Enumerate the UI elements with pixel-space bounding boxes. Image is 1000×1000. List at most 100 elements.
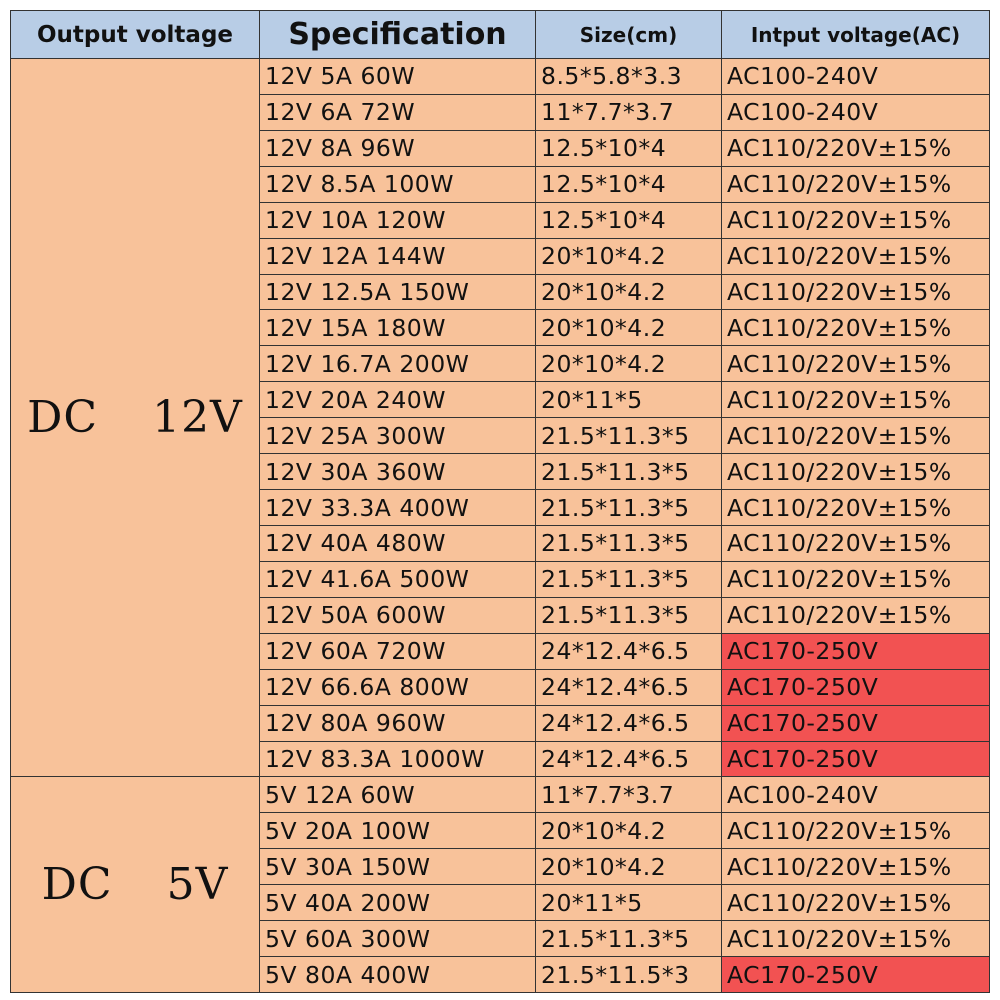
header-row: Output voltage Specification Size(cm) In… (10, 10, 990, 59)
table-row: 12V 15A 180W 20*10*4.2 AC110/220V±15% (11, 309, 990, 347)
spec-cell: 12V 66.6A 800W (259, 668, 536, 706)
spec-cell: 12V 80A 960W (259, 704, 536, 742)
input-cell: AC100-240V (721, 776, 990, 814)
table-row: 12V 20A 240W 20*11*5 AC110/220V±15% (11, 381, 990, 419)
table-row: 5V 40A 200W 20*11*5 AC110/220V±15% (11, 884, 990, 922)
table-row: 12V 16.7A 200W 20*10*4.2 AC110/220V±15% (11, 345, 990, 383)
output-voltage-group-0: DC 12V (10, 57, 260, 778)
size-cell: 20*10*4.2 (535, 812, 722, 850)
spec-cell: 12V 40A 480W (259, 524, 536, 562)
input-cell: AC110/220V±15% (721, 453, 990, 491)
size-cell: 20*10*4.2 (535, 237, 722, 275)
spec-cell: 12V 60A 720W (259, 632, 536, 670)
size-cell: 24*12.4*6.5 (535, 668, 722, 706)
size-cell: 8.5*5.8*3.3 (535, 58, 722, 95)
input-cell: AC110/220V±15% (721, 848, 990, 886)
output-voltage-group-1: DC 5V (10, 776, 260, 993)
input-cell: AC110/220V±15% (721, 489, 990, 526)
input-cell: AC170-250V (721, 704, 990, 742)
header-size: Size(cm) (535, 10, 722, 59)
table-row: 12V 25A 300W 21.5*11.3*5 AC110/220V±15% (11, 417, 990, 455)
input-cell: AC110/220V±15% (721, 165, 990, 203)
spec-cell: 12V 50A 600W (259, 596, 536, 634)
size-cell: 21.5*11.3*5 (535, 453, 722, 491)
spec-cell: 12V 25A 300W (259, 417, 536, 455)
spec-cell: 12V 6A 72W (259, 93, 536, 131)
input-cell: AC110/220V±15% (721, 524, 990, 562)
table-row: 5V 30A 150W 20*10*4.2 AC110/220V±15% (11, 848, 990, 886)
table-row: 12V 60A 720W 24*12.4*6.5 AC170-250V (11, 632, 990, 670)
table-row: DC 12V 12V 5A 60W 8.5*5.8*3.3 AC100-240V (10, 57, 990, 778)
size-cell: 24*12.4*6.5 (535, 632, 722, 670)
input-cell: AC170-250V (721, 956, 990, 993)
input-cell: AC110/220V±15% (721, 237, 990, 275)
table-row: 5V 60A 300W 21.5*11.3*5 AC110/220V±15% (11, 920, 990, 958)
input-cell: AC100-240V (721, 58, 990, 95)
input-cell: AC110/220V±15% (721, 812, 990, 850)
size-cell: 21.5*11.3*5 (535, 524, 722, 562)
table-row: 12V 80A 960W 24*12.4*6.5 AC170-250V (11, 704, 990, 742)
header-output-voltage: Output voltage (10, 10, 260, 59)
input-cell: AC110/220V±15% (721, 273, 990, 311)
input-cell: AC100-240V (721, 93, 990, 131)
input-cell: AC110/220V±15% (721, 417, 990, 455)
size-cell: 21.5*11.3*5 (535, 920, 722, 958)
size-cell: 24*12.4*6.5 (535, 704, 722, 742)
table-row: 12V 8.5A 100W 12.5*10*4 AC110/220V±15% (11, 165, 990, 203)
table-row: 5V 20A 100W 20*10*4.2 AC110/220V±15% (11, 812, 990, 850)
input-cell: AC110/220V±15% (721, 920, 990, 958)
spec-cell: 5V 80A 400W (259, 956, 536, 993)
size-cell: 20*10*4.2 (535, 848, 722, 886)
size-cell: 20*10*4.2 (535, 345, 722, 383)
spec-cell: 5V 40A 200W (259, 884, 536, 922)
size-cell: 12.5*10*4 (535, 129, 722, 167)
spec-cell: 12V 16.7A 200W (259, 345, 536, 383)
spec-cell: 12V 10A 120W (259, 201, 536, 239)
table-row: 12V 40A 480W 21.5*11.3*5 AC110/220V±15% (11, 524, 990, 562)
table-row: DC 5V 5V 12A 60W 11*7.7*3.7 AC100-240V (10, 776, 990, 993)
size-cell: 11*7.7*3.7 (535, 93, 722, 131)
input-cell: AC110/220V±15% (721, 381, 990, 419)
size-cell: 20*10*4.2 (535, 309, 722, 347)
spec-cell: 12V 15A 180W (259, 309, 536, 347)
input-cell: AC170-250V (721, 740, 990, 778)
size-cell: 21.5*11.3*5 (535, 489, 722, 526)
input-cell: AC110/220V±15% (721, 560, 990, 598)
spec-cell: 5V 12A 60W (259, 776, 536, 814)
size-cell: 21.5*11.5*3 (535, 956, 722, 993)
input-cell: AC110/220V±15% (721, 129, 990, 167)
table-row: 12V 6A 72W 11*7.7*3.7 AC100-240V (11, 93, 990, 131)
spec-cell: 12V 8.5A 100W (259, 165, 536, 203)
spec-cell: 12V 12A 144W (259, 237, 536, 275)
spec-cell: 12V 83.3A 1000W (259, 740, 536, 778)
size-cell: 24*12.4*6.5 (535, 740, 722, 778)
spec-cell: 12V 8A 96W (259, 129, 536, 167)
spec-cell: 12V 20A 240W (259, 381, 536, 419)
size-cell: 21.5*11.3*5 (535, 596, 722, 634)
input-cell: AC110/220V±15% (721, 201, 990, 239)
power-supply-spec-table: Output voltage Specification Size(cm) In… (10, 10, 990, 993)
table-row: 12V 83.3A 1000W 24*12.4*6.5 AC170-250V (11, 740, 990, 778)
spec-cell: 12V 12.5A 150W (259, 273, 536, 311)
table-row: 12V 50A 600W 21.5*11.3*5 AC110/220V±15% (11, 596, 990, 634)
size-cell: 20*10*4.2 (535, 273, 722, 311)
size-cell: 12.5*10*4 (535, 165, 722, 203)
input-cell: AC110/220V±15% (721, 309, 990, 347)
header-input-voltage: Intput voltage(AC) (721, 10, 990, 59)
table-row: 12V 66.6A 800W 24*12.4*6.5 AC170-250V (11, 668, 990, 706)
spec-cell: 5V 20A 100W (259, 812, 536, 850)
table-row: 12V 30A 360W 21.5*11.3*5 AC110/220V±15% (11, 453, 990, 491)
table-body: DC 12V 12V 5A 60W 8.5*5.8*3.3 AC100-240V 12V… (10, 57, 990, 993)
spec-cell: 12V 5A 60W (259, 58, 536, 95)
table-row: 12V 12.5A 150W 20*10*4.2 AC110/220V±15% (11, 273, 990, 311)
spec-cell: 5V 60A 300W (259, 920, 536, 958)
input-cell: AC170-250V (721, 668, 990, 706)
size-cell: 21.5*11.3*5 (535, 560, 722, 598)
spec-cell: 12V 30A 360W (259, 453, 536, 491)
table-row: 5V 80A 400W 21.5*11.5*3 AC170-250V (11, 956, 990, 993)
input-cell: AC110/220V±15% (721, 596, 990, 634)
size-cell: 20*11*5 (535, 884, 722, 922)
spec-cell: 12V 33.3A 400W (259, 489, 536, 526)
size-cell: 20*11*5 (535, 381, 722, 419)
size-cell: 11*7.7*3.7 (535, 776, 722, 814)
